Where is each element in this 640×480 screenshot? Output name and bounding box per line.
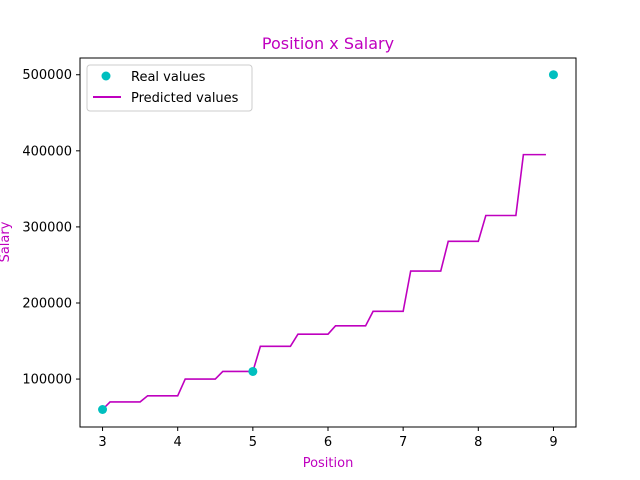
x-tick-label: 7: [399, 435, 407, 450]
real-value-point: [548, 70, 558, 80]
legend-label-predicted-values: Predicted values: [131, 91, 239, 106]
y-tick-label: 100000: [22, 373, 72, 388]
y-tick-label: 200000: [22, 296, 72, 311]
legend-marker-real-values: [101, 71, 111, 81]
x-tick-label: 3: [98, 435, 106, 450]
x-tick-label: 5: [249, 435, 257, 450]
chart-title: Position x Salary: [262, 34, 394, 53]
y-axis-label: Salary: [0, 221, 13, 262]
series-layer: [98, 70, 558, 415]
y-axis: 100000 200000 300000 400000 500000: [22, 68, 80, 388]
y-tick-label: 500000: [22, 68, 72, 83]
plot-area: [79, 57, 577, 428]
x-axis: 3 4 5 6 7 8 9: [98, 427, 558, 450]
y-tick-label: 400000: [22, 144, 72, 159]
real-value-point: [248, 366, 258, 376]
legend-label-real-values: Real values: [131, 70, 206, 85]
x-tick-label: 9: [549, 435, 557, 450]
x-tick-label: 6: [324, 435, 332, 450]
x-tick-label: 8: [474, 435, 482, 450]
predicted-values-line: [101, 153, 546, 411]
real-value-point: [98, 405, 108, 415]
x-axis-label: Position: [303, 456, 354, 471]
legend-box: [86, 64, 253, 112]
y-tick-label: 300000: [22, 220, 72, 235]
x-tick-label: 4: [174, 435, 182, 450]
legend: Real values Predicted values: [86, 64, 253, 112]
